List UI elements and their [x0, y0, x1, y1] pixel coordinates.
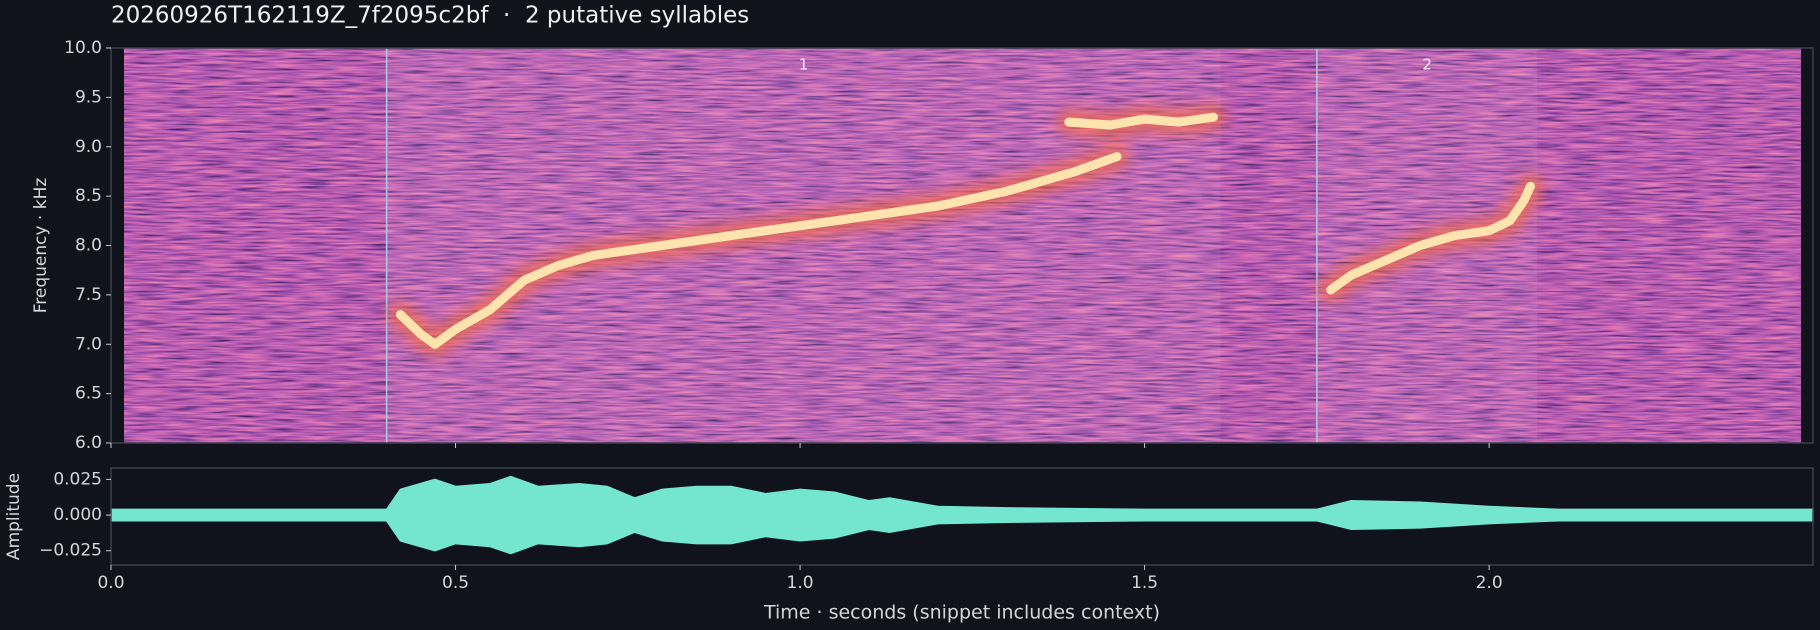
- y-tick-label: 0.000: [53, 505, 102, 525]
- y-axis-label: Amplitude: [4, 473, 24, 560]
- y-tick-label: 7.0: [75, 334, 102, 354]
- x-axis-label: Time · seconds (snippet includes context…: [763, 602, 1160, 624]
- y-tick-label: 6.5: [75, 384, 102, 404]
- y-tick-label: 6.0: [75, 433, 102, 453]
- syllable-label: 2: [1422, 56, 1432, 74]
- x-tick-label: 2.0: [1476, 573, 1503, 593]
- x-tick-label: 0.0: [97, 573, 124, 593]
- x-tick-label: 1.0: [787, 573, 814, 593]
- syllable-label: 1: [799, 56, 809, 74]
- syllable-region: [386, 48, 1221, 443]
- x-tick-label: 1.5: [1131, 573, 1158, 593]
- y-tick-label: 8.0: [75, 236, 102, 256]
- x-tick-label: 0.5: [442, 573, 469, 593]
- contour: [395, 112, 1535, 349]
- waveform: [110, 475, 1814, 555]
- y-tick-label: 7.5: [75, 285, 102, 305]
- y-tick-label: 8.5: [75, 186, 102, 206]
- y-tick-label: 9.5: [75, 87, 102, 107]
- y-tick-label: 0.025: [53, 469, 102, 489]
- y-tick-label: 10.0: [64, 38, 102, 58]
- y-tick-label: 9.0: [75, 137, 102, 157]
- axes-frame: [110, 467, 1814, 566]
- chart-title: 20260926T162119Z_7f2095c2bf · 2 putative…: [111, 3, 749, 29]
- y-tick-label: −0.025: [39, 541, 102, 561]
- y-axis-label: Frequency · kHz: [31, 178, 51, 314]
- spectrogram: [124, 48, 1801, 443]
